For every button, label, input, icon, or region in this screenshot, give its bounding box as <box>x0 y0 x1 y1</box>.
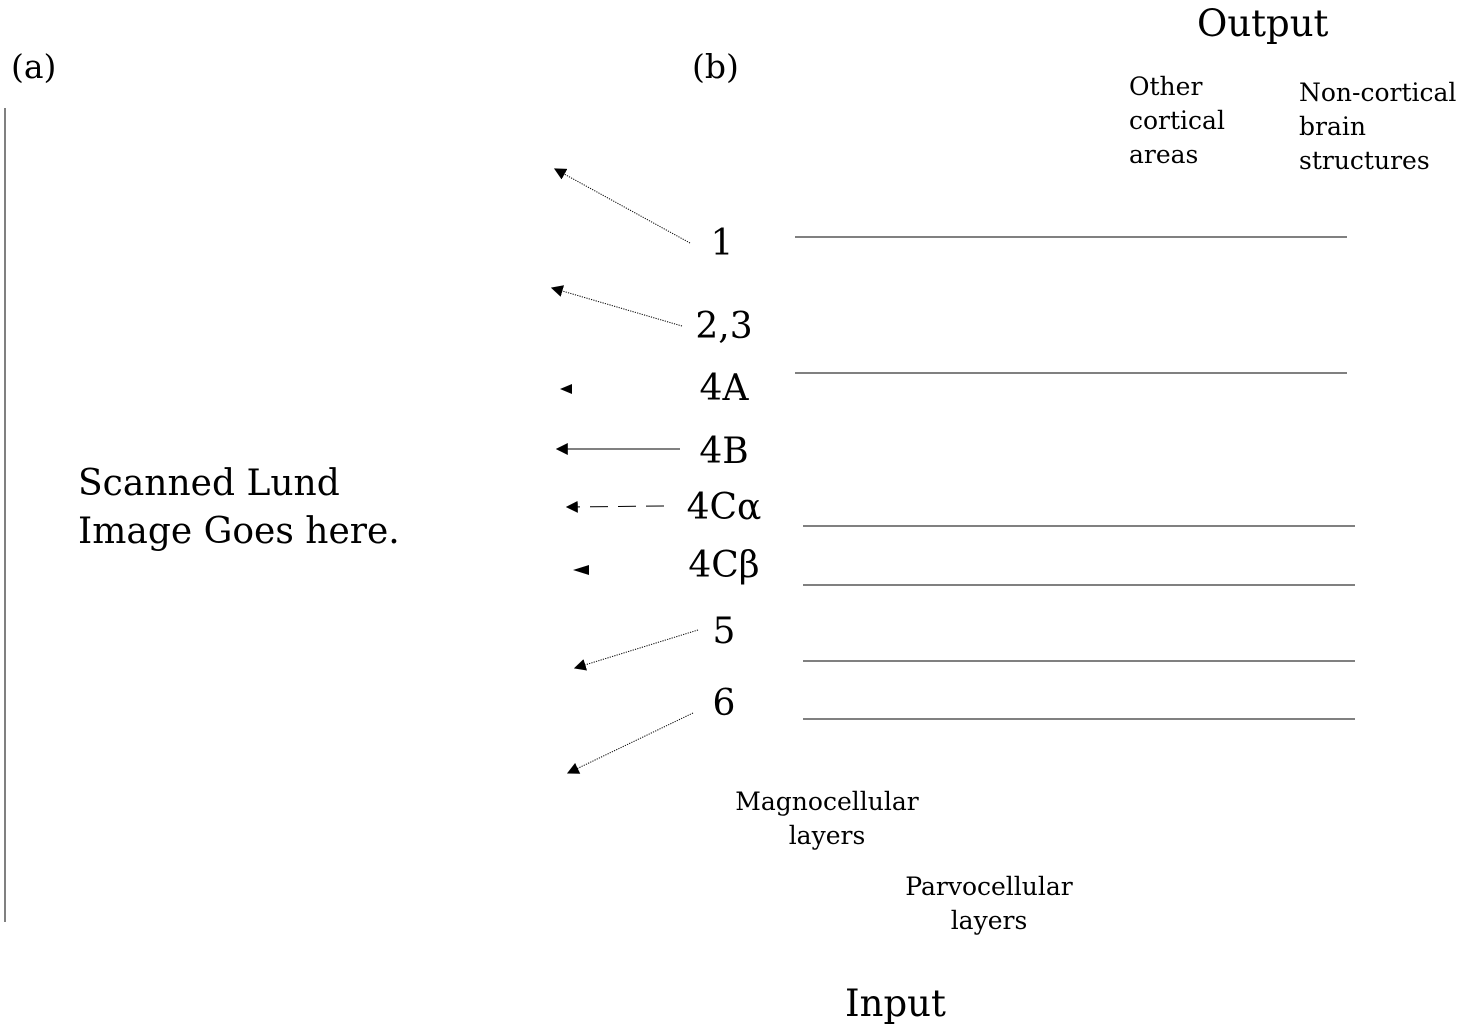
layer-1-label: 1 <box>710 223 734 264</box>
layer-4c-alpha-label: 4Cα <box>686 487 762 528</box>
layer-6-label: 6 <box>712 683 736 724</box>
magnocellular-layers-label: Magnocellular layers <box>735 787 919 850</box>
arrow-layer-2-3 <box>550 285 683 327</box>
arrow-layer-1 <box>553 168 691 244</box>
output-label: Output <box>1197 2 1329 45</box>
arrow-layer-5 <box>573 629 699 671</box>
parvocellular-layers-label: Parvocellular layers <box>905 872 1073 935</box>
layer-5-label: 5 <box>712 611 736 652</box>
panel-a-label: (a) <box>11 47 57 86</box>
layer-4a-label: 4A <box>699 368 749 409</box>
arrow-layer-6 <box>566 712 694 774</box>
arrow-layer-4a <box>560 384 572 394</box>
scanned-image-placeholder: Scanned Lund Image Goes here. <box>78 463 400 552</box>
layer-2-3-label: 2,3 <box>695 306 753 347</box>
arrow-layer-4c-alpha <box>565 500 665 513</box>
input-label: Input <box>845 982 946 1025</box>
other-cortical-areas-label: Other cortical areas <box>1129 72 1225 169</box>
non-cortical-structures-label: Non-cortical brain structures <box>1299 78 1457 175</box>
panel-b-label: (b) <box>692 47 739 86</box>
layer-4c-beta-label: 4Cβ <box>688 545 760 586</box>
layer-4b-label: 4B <box>699 431 749 472</box>
arrow-layer-4c-beta <box>573 565 589 575</box>
